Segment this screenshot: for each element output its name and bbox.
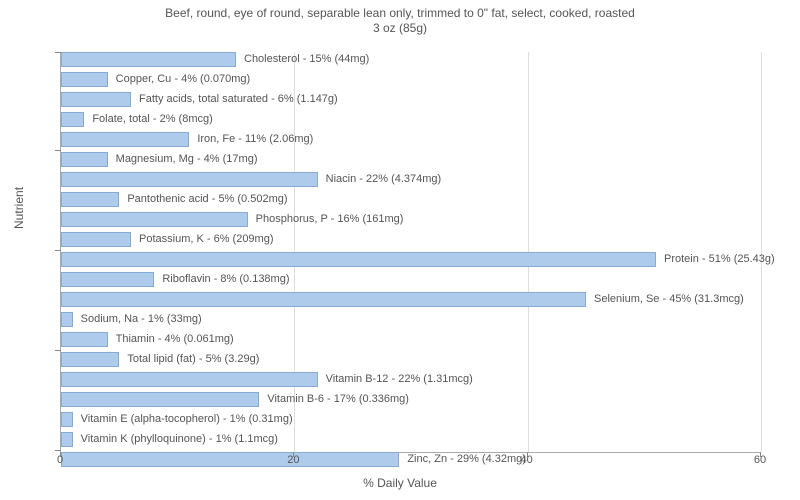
- bar-label: Copper, Cu - 4% (0.070mg): [116, 73, 251, 85]
- bar: [61, 432, 73, 447]
- y-tick-mark: [55, 150, 61, 151]
- bar: [61, 352, 119, 367]
- bar-label: Iron, Fe - 11% (2.06mg): [197, 133, 313, 145]
- bar-label: Riboflavin - 8% (0.138mg): [162, 273, 289, 285]
- bar-label: Pantothenic acid - 5% (0.502mg): [127, 193, 287, 205]
- x-tick-label: 40: [521, 454, 533, 466]
- bar-label: Selenium, Se - 45% (31.3mcg): [594, 293, 744, 305]
- bar-label: Thiamin - 4% (0.061mg): [116, 333, 234, 345]
- bar-label: Sodium, Na - 1% (33mg): [81, 313, 202, 325]
- bar: [61, 112, 84, 127]
- y-tick-mark: [55, 450, 61, 451]
- bar: [61, 312, 73, 327]
- y-tick-mark: [55, 52, 61, 53]
- bar: [61, 72, 108, 87]
- bar-label: Folate, total - 2% (8mcg): [92, 113, 212, 125]
- x-tick-label: 20: [287, 454, 299, 466]
- chart-title: Beef, round, eye of round, separable lea…: [0, 6, 800, 36]
- bar-label: Vitamin K (phylloquinone) - 1% (1.1mcg): [81, 433, 278, 445]
- bar-label: Vitamin B-12 - 22% (1.31mcg): [326, 373, 473, 385]
- bar: [61, 292, 586, 307]
- bar: [61, 452, 399, 467]
- bar-label: Vitamin B-6 - 17% (0.336mg): [267, 393, 409, 405]
- bar-label: Magnesium, Mg - 4% (17mg): [116, 153, 258, 165]
- bar: [61, 272, 154, 287]
- bar: [61, 92, 131, 107]
- bar: [61, 192, 119, 207]
- bar: [61, 152, 108, 167]
- bar: [61, 212, 248, 227]
- bar: [61, 412, 73, 427]
- bar: [61, 132, 189, 147]
- chart-title-line2: 3 oz (85g): [0, 21, 800, 36]
- bar: [61, 332, 108, 347]
- bar: [61, 252, 656, 267]
- gridline: [761, 52, 762, 452]
- bar: [61, 232, 131, 247]
- y-tick-mark: [55, 250, 61, 251]
- bar-label: Total lipid (fat) - 5% (3.29g): [127, 353, 259, 365]
- bar-label: Potassium, K - 6% (209mg): [139, 233, 274, 245]
- bar-label: Phosphorus, P - 16% (161mg): [256, 213, 404, 225]
- chart-title-line1: Beef, round, eye of round, separable lea…: [0, 6, 800, 21]
- x-axis-label: % Daily Value: [0, 476, 800, 490]
- bar-label: Vitamin E (alpha-tocopherol) - 1% (0.31m…: [81, 413, 293, 425]
- y-tick-mark: [55, 350, 61, 351]
- x-tick-label: 60: [754, 454, 766, 466]
- y-axis-label: Nutrient: [12, 187, 26, 229]
- bar: [61, 52, 236, 67]
- bar: [61, 172, 318, 187]
- bar: [61, 372, 318, 387]
- bar: [61, 392, 259, 407]
- bar-label: Niacin - 22% (4.374mg): [326, 173, 442, 185]
- nutrient-chart: Beef, round, eye of round, separable lea…: [0, 0, 800, 500]
- bar-label: Cholesterol - 15% (44mg): [244, 53, 369, 65]
- bar-label: Zinc, Zn - 29% (4.32mg): [407, 453, 526, 465]
- plot-area: Cholesterol - 15% (44mg) Copper, Cu - 4% …: [60, 52, 761, 453]
- bar-label: Protein - 51% (25.43g): [664, 253, 775, 265]
- x-tick-label: 0: [57, 454, 63, 466]
- bar-label: Fatty acids, total saturated - 6% (1.147…: [139, 93, 338, 105]
